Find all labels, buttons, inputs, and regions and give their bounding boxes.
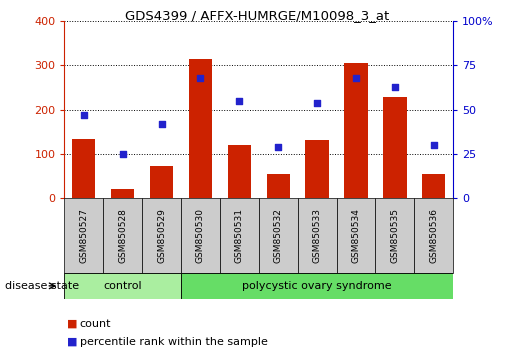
Bar [72,138,95,198]
Text: count: count [80,319,111,329]
Point [430,142,438,148]
Text: GSM850528: GSM850528 [118,208,127,263]
Bar [298,198,336,273]
Point [274,144,282,150]
Bar [383,97,406,198]
Bar [181,273,453,299]
Point [313,100,321,105]
Text: control: control [104,281,142,291]
Bar [345,63,368,198]
Point [235,98,244,104]
Bar [150,166,173,198]
Bar [189,59,212,198]
Bar [103,198,142,273]
Point [158,121,166,127]
Text: ■: ■ [67,337,77,347]
Bar [220,198,259,273]
Text: ■: ■ [67,319,77,329]
Text: GSM850527: GSM850527 [79,208,88,263]
Bar [375,198,414,273]
Text: GSM850535: GSM850535 [390,208,399,263]
Bar [228,145,251,198]
Point [391,84,399,90]
Bar [64,198,103,273]
Bar [414,198,453,273]
Bar [142,198,181,273]
Bar [64,273,181,299]
Text: GSM850530: GSM850530 [196,208,205,263]
Point [352,75,360,81]
Bar [267,174,290,198]
Bar [422,174,445,198]
Bar [259,198,298,273]
Text: percentile rank within the sample: percentile rank within the sample [80,337,268,347]
Point [196,75,204,81]
Text: polycystic ovary syndrome: polycystic ovary syndrome [242,281,392,291]
Point [80,112,88,118]
Text: disease state: disease state [5,281,79,291]
Bar [111,188,134,198]
Text: GDS4399 / AFFX-HUMRGE/M10098_3_at: GDS4399 / AFFX-HUMRGE/M10098_3_at [125,9,390,22]
Text: GSM850532: GSM850532 [274,208,283,263]
Bar [305,140,329,198]
Text: GSM850533: GSM850533 [313,208,321,263]
Text: GSM850534: GSM850534 [352,208,360,263]
Text: GSM850536: GSM850536 [430,208,438,263]
Text: GSM850529: GSM850529 [157,208,166,263]
Bar [181,198,220,273]
Text: GSM850531: GSM850531 [235,208,244,263]
Bar [337,198,375,273]
Point [118,151,127,157]
